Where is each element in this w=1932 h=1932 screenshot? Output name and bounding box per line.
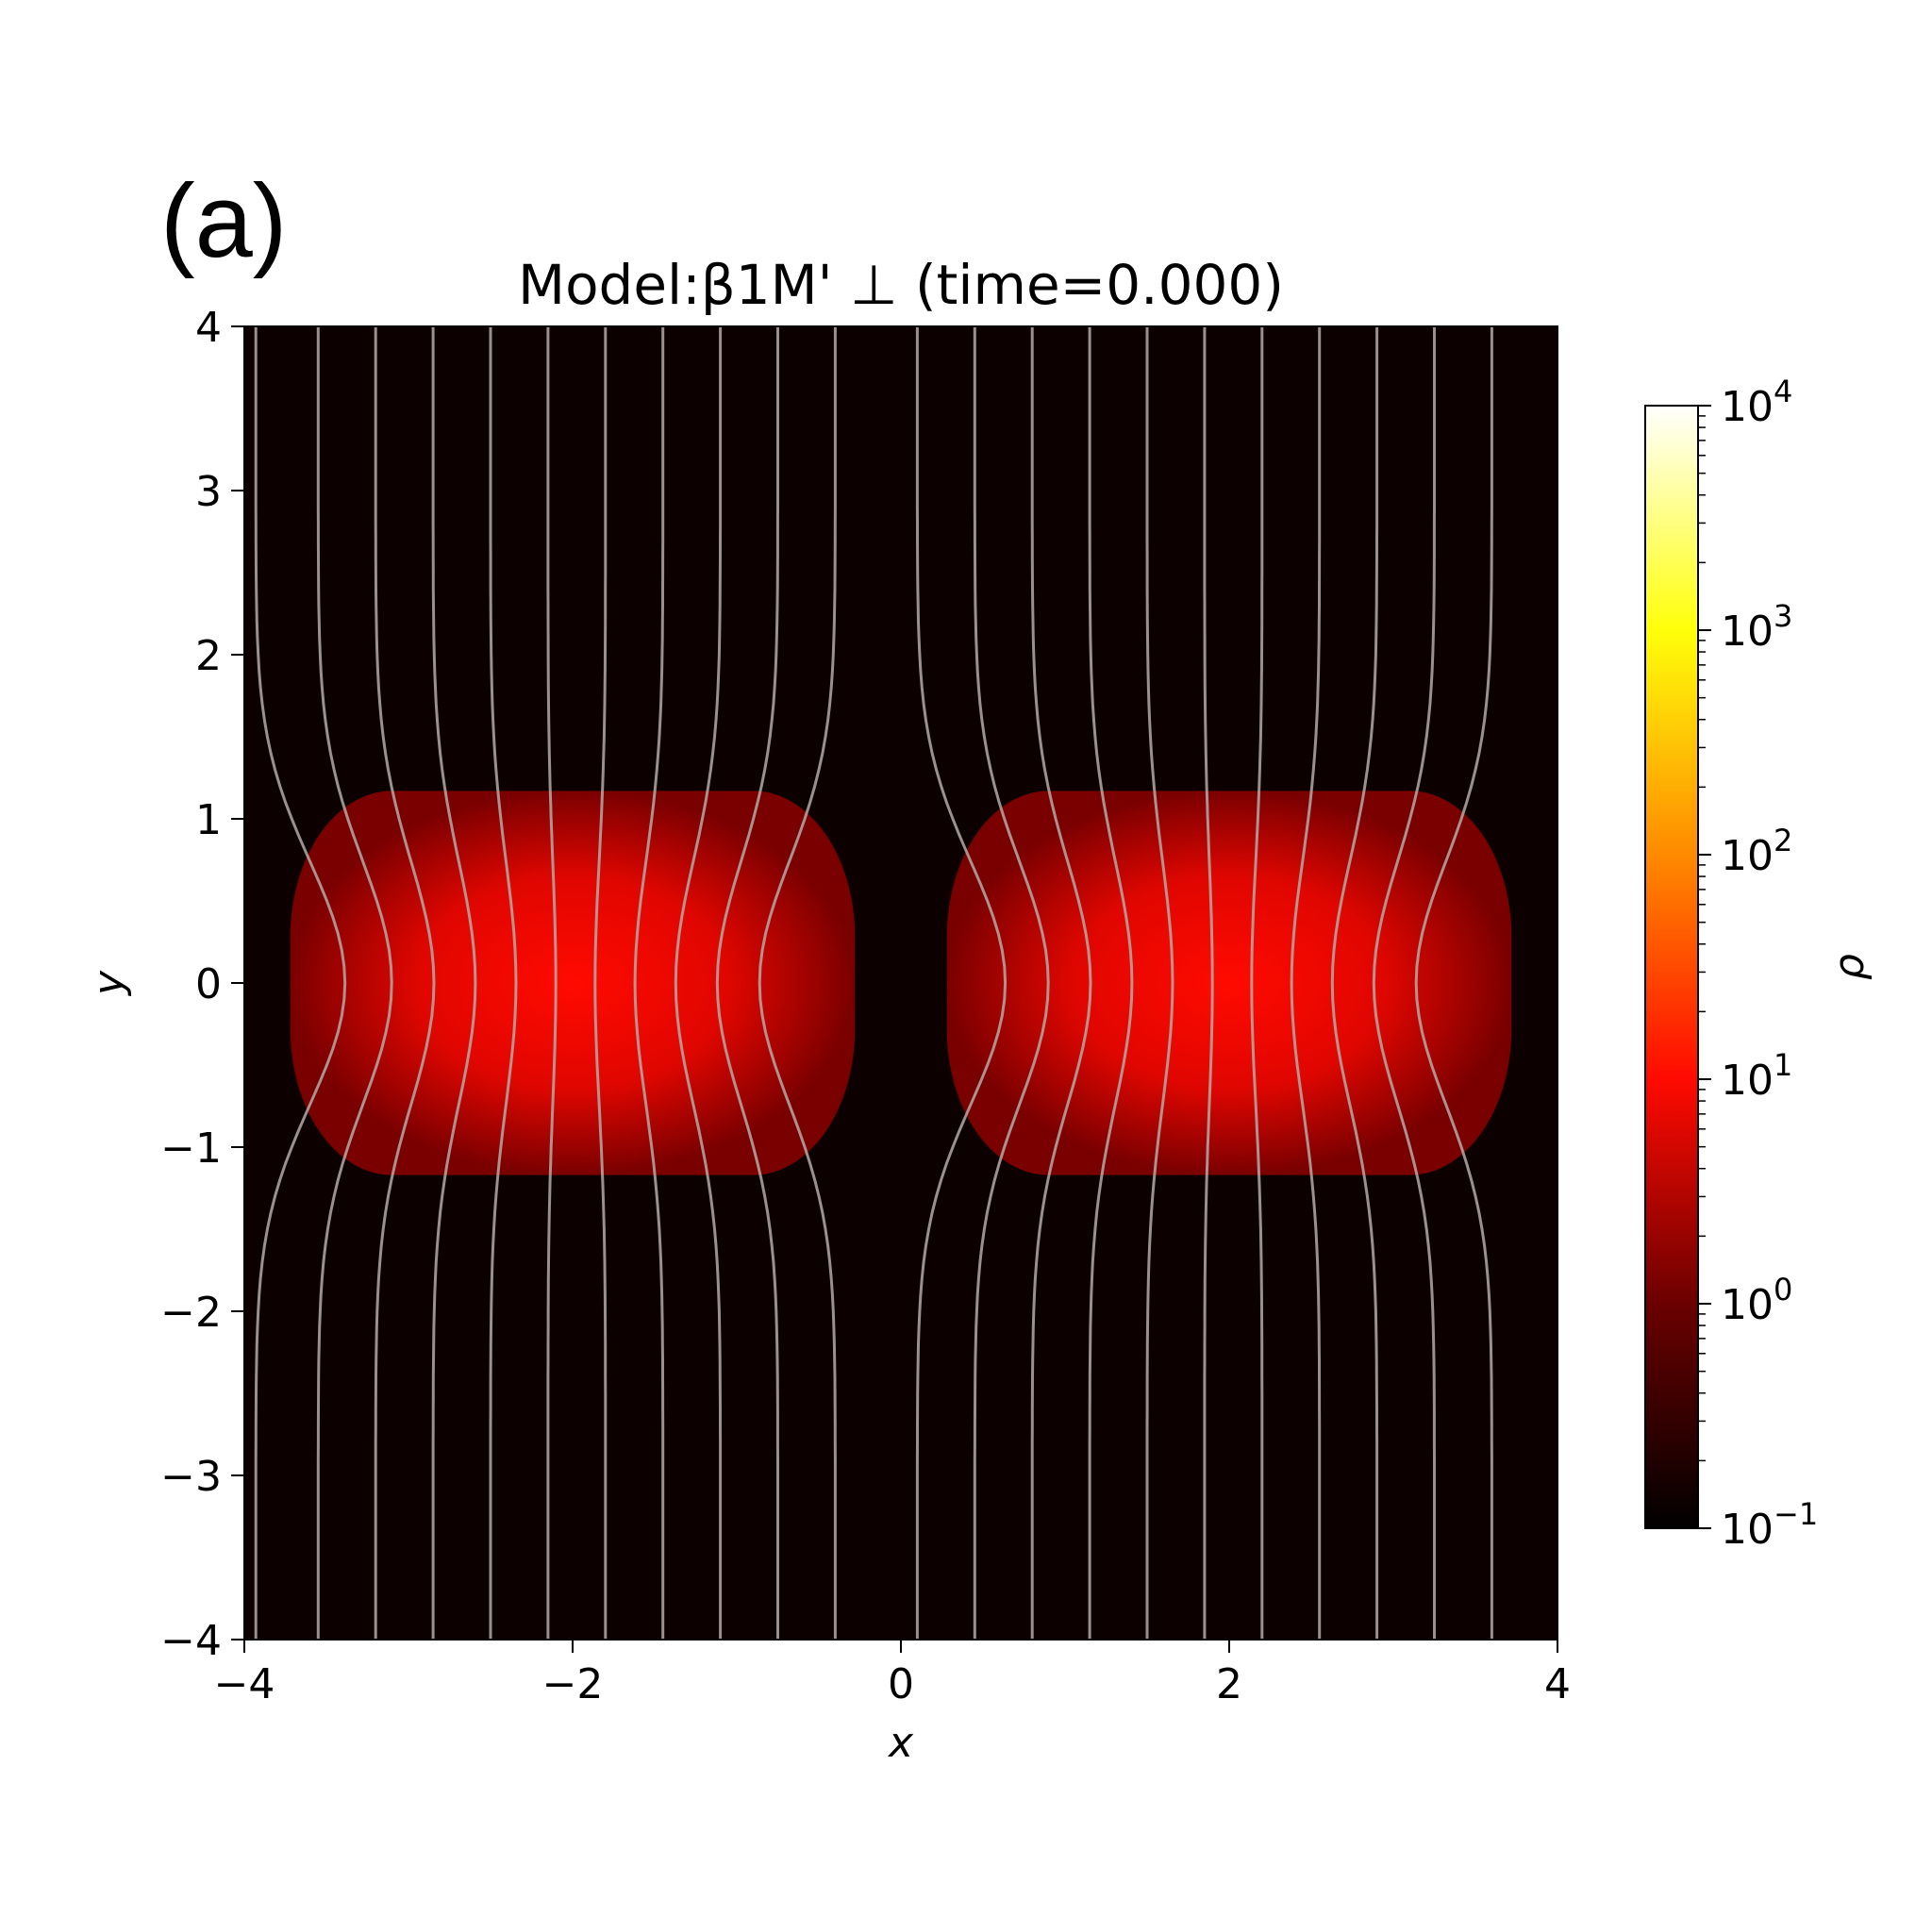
- y-tick-label: −1: [160, 1124, 222, 1173]
- field-line: [374, 326, 436, 1640]
- field-line: [1414, 326, 1493, 1640]
- y-tick-label: 0: [195, 960, 222, 1008]
- magnetic-field-lines: [254, 326, 1493, 1640]
- field-line: [593, 326, 608, 1640]
- colorbar: 104 103 102 101 100 10−1 ρ: [1644, 374, 1874, 1554]
- x-axis-label: x: [887, 1719, 914, 1767]
- x-tick-label: −2: [542, 1660, 604, 1708]
- field-line: [316, 326, 393, 1640]
- colorbar-tick-label: 103: [1721, 598, 1792, 656]
- colorbar-ticks: 104 103 102 101 100 10−1: [1698, 374, 1818, 1554]
- y-tick-label: −2: [160, 1289, 222, 1337]
- field-line: [1330, 326, 1379, 1640]
- y-tick-label: 3: [195, 468, 222, 516]
- y-axis: 4 3 2 1 0 −1 −2 −3 −4: [160, 304, 244, 1665]
- panel-label: (a): [160, 163, 287, 279]
- field-line: [546, 326, 558, 1640]
- colorbar-tick-label: 102: [1721, 823, 1792, 880]
- x-tick-label: 4: [1544, 1660, 1571, 1708]
- field-line: [633, 326, 665, 1640]
- field-line: [758, 326, 837, 1640]
- field-line: [254, 326, 347, 1640]
- density-clouds: [290, 791, 1512, 1175]
- x-tick-label: −4: [214, 1660, 275, 1708]
- field-line: [1290, 326, 1322, 1640]
- chart-title: Model:β1M' ⊥ (time=0.000): [518, 253, 1284, 317]
- field-line: [1372, 326, 1436, 1640]
- colorbar-tick-label: 101: [1721, 1047, 1792, 1105]
- colorbar-gradient: [1645, 406, 1698, 1528]
- field-line: [1030, 326, 1092, 1640]
- field-line: [915, 326, 1008, 1640]
- colorbar-frame: [1644, 405, 1699, 1529]
- density-cloud-1: [290, 791, 856, 1175]
- y-tick-label: 2: [195, 632, 222, 680]
- x-tick-label: 2: [1216, 1660, 1242, 1708]
- plot-area: [243, 325, 1558, 1641]
- field-line: [1088, 326, 1134, 1640]
- field-line: [1203, 326, 1214, 1640]
- colorbar-tick-label: 104: [1721, 374, 1792, 431]
- field-line: [973, 326, 1050, 1640]
- density-cloud-2: [946, 791, 1512, 1175]
- field-line: [674, 326, 723, 1640]
- y-tick-label: −3: [160, 1453, 222, 1501]
- y-axis-label: y: [85, 970, 133, 997]
- field-line: [1250, 326, 1264, 1640]
- colorbar-tick-label: 100: [1721, 1272, 1792, 1329]
- y-tick-label: −4: [160, 1617, 222, 1665]
- field-line: [715, 326, 779, 1640]
- field-line: [431, 326, 477, 1640]
- colorbar-label: ρ: [1825, 954, 1874, 980]
- y-tick-label: 4: [195, 304, 222, 352]
- x-tick-label: 0: [888, 1660, 914, 1708]
- y-tick-label: 1: [195, 796, 222, 844]
- colorbar-tick-label: 10−1: [1721, 1496, 1818, 1554]
- x-axis: −4 −2 0 2 4: [214, 1640, 1571, 1708]
- field-line: [1145, 326, 1174, 1640]
- field-line: [489, 326, 518, 1640]
